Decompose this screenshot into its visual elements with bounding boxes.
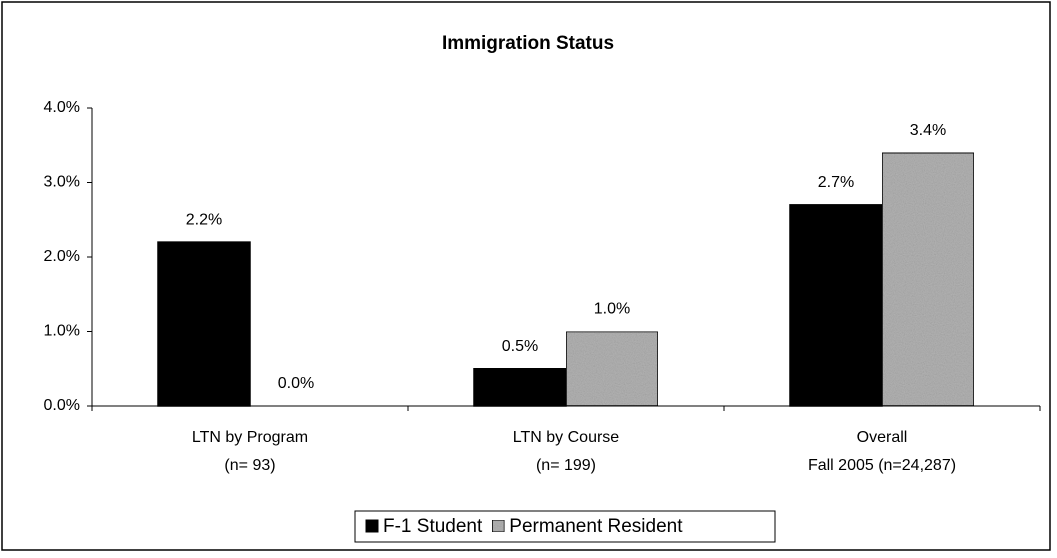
value-label: 2.2% <box>186 211 222 228</box>
value-label: 1.0% <box>594 301 630 318</box>
legend-label: F-1 Student <box>383 516 483 537</box>
legend-swatch <box>365 519 379 533</box>
legend-box <box>354 510 776 543</box>
legend-label: Permanent Resident <box>509 516 683 537</box>
y-tick-label: 1.0% <box>44 323 80 340</box>
chart-title: Immigration Status <box>442 33 614 54</box>
y-tick-label: 2.0% <box>44 248 80 265</box>
y-tick-label: 4.0% <box>44 99 80 116</box>
y-tick-label: 0.0% <box>44 397 80 414</box>
bar <box>473 368 567 407</box>
x-tick-label: Fall 2005 (n=24,287) <box>808 457 956 474</box>
value-label: 0.5% <box>502 338 538 355</box>
x-tick-label: Overall <box>857 429 908 446</box>
value-label: 3.4% <box>910 122 946 139</box>
bar <box>157 241 251 407</box>
x-tick-label: (n= 199) <box>536 457 596 474</box>
bar <box>565 330 659 407</box>
legend-swatch <box>491 519 505 533</box>
bar <box>789 204 883 407</box>
bar <box>881 151 975 407</box>
x-tick-label: (n= 93) <box>224 457 275 474</box>
x-tick-label: LTN by Program <box>192 429 308 446</box>
y-tick-label: 3.0% <box>44 174 80 191</box>
value-label: 2.7% <box>818 174 854 191</box>
value-label: 0.0% <box>278 375 314 392</box>
x-tick-label: LTN by Course <box>513 429 620 446</box>
